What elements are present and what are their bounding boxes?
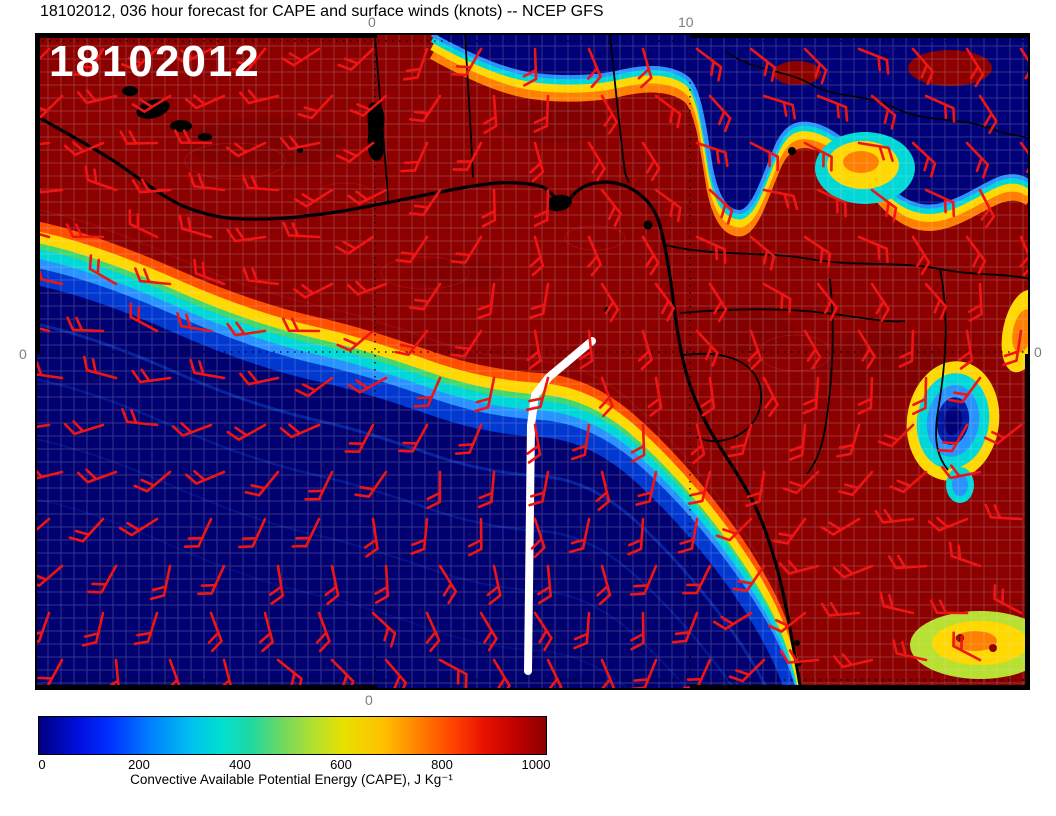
colorbar-tick: 0 [38, 757, 46, 772]
axis-tick-lat-right-0: 0 [1034, 344, 1042, 360]
page-title: 18102012, 036 hour forecast for CAPE and… [40, 3, 604, 20]
colorbar-tick: 200 [128, 757, 150, 772]
flight-track [524, 337, 596, 675]
colorbar-tick: 1000 [521, 757, 551, 772]
cape-low-ocean [35, 285, 796, 690]
axis-tick-lon-0: 0 [368, 14, 376, 30]
colorbar-label: Convective Available Potential Energy (C… [130, 772, 453, 787]
cape-colorbar [38, 716, 547, 755]
colorbar-tick: 600 [330, 757, 352, 772]
colorbar-tick: 400 [229, 757, 251, 772]
island-bioko [643, 220, 653, 230]
axis-tick-lon-10: 10 [678, 14, 694, 30]
land-fill-features [122, 86, 802, 666]
graticule [35, 33, 1030, 690]
cape-field-plot [35, 33, 1030, 690]
map-frame [35, 33, 1030, 690]
weather-map: 18102012 [35, 33, 1030, 690]
date-overlay: 18102012 [49, 37, 261, 86]
axis-tick-lat-left-0: 0 [19, 346, 27, 362]
axis-tick-lon-bottom-0: 0 [365, 692, 373, 708]
colorbar-tick: 800 [431, 757, 453, 772]
